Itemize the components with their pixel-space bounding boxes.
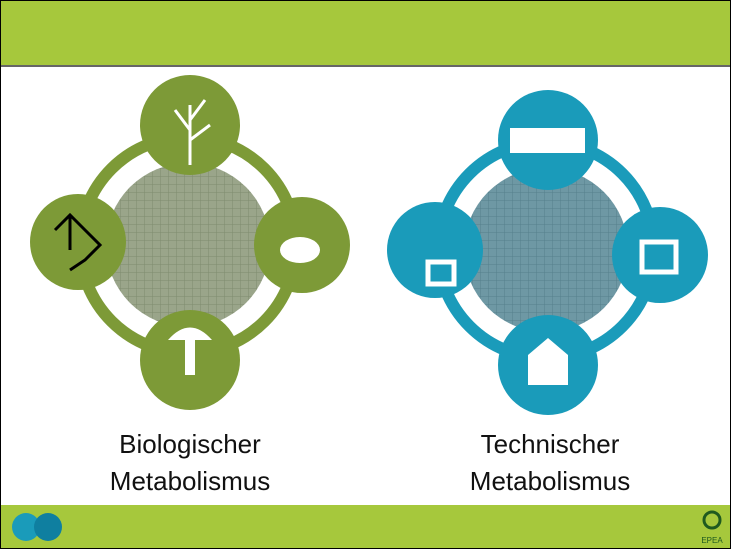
tech-core — [464, 168, 628, 332]
factory-icon — [510, 128, 585, 153]
bio-node-molecule — [30, 194, 126, 290]
bio-label: Biologischer — [119, 429, 261, 459]
epea-text: EPEA — [701, 536, 723, 545]
mushroom-icon — [168, 327, 212, 375]
tech-cycle — [387, 90, 708, 415]
bio-cycle — [30, 75, 350, 410]
house-icon — [528, 338, 568, 385]
tech-node-tv — [612, 207, 708, 303]
footer-bar — [1, 505, 730, 548]
appliance-icon — [425, 259, 457, 287]
header-bar — [1, 1, 730, 65]
tree-icon — [173, 99, 211, 165]
bio-label: Metabolismus — [110, 466, 270, 496]
molecule-icon — [53, 212, 103, 272]
epea-logo: EPEA — [701, 510, 723, 545]
tech-node-appliance — [387, 202, 483, 298]
left-logo — [12, 513, 62, 541]
rabbit-icon — [280, 237, 320, 263]
bio-core — [106, 163, 270, 327]
tech-label: Metabolismus — [470, 466, 630, 496]
tech-label: Technischer — [481, 429, 620, 459]
tv-icon — [639, 239, 679, 275]
